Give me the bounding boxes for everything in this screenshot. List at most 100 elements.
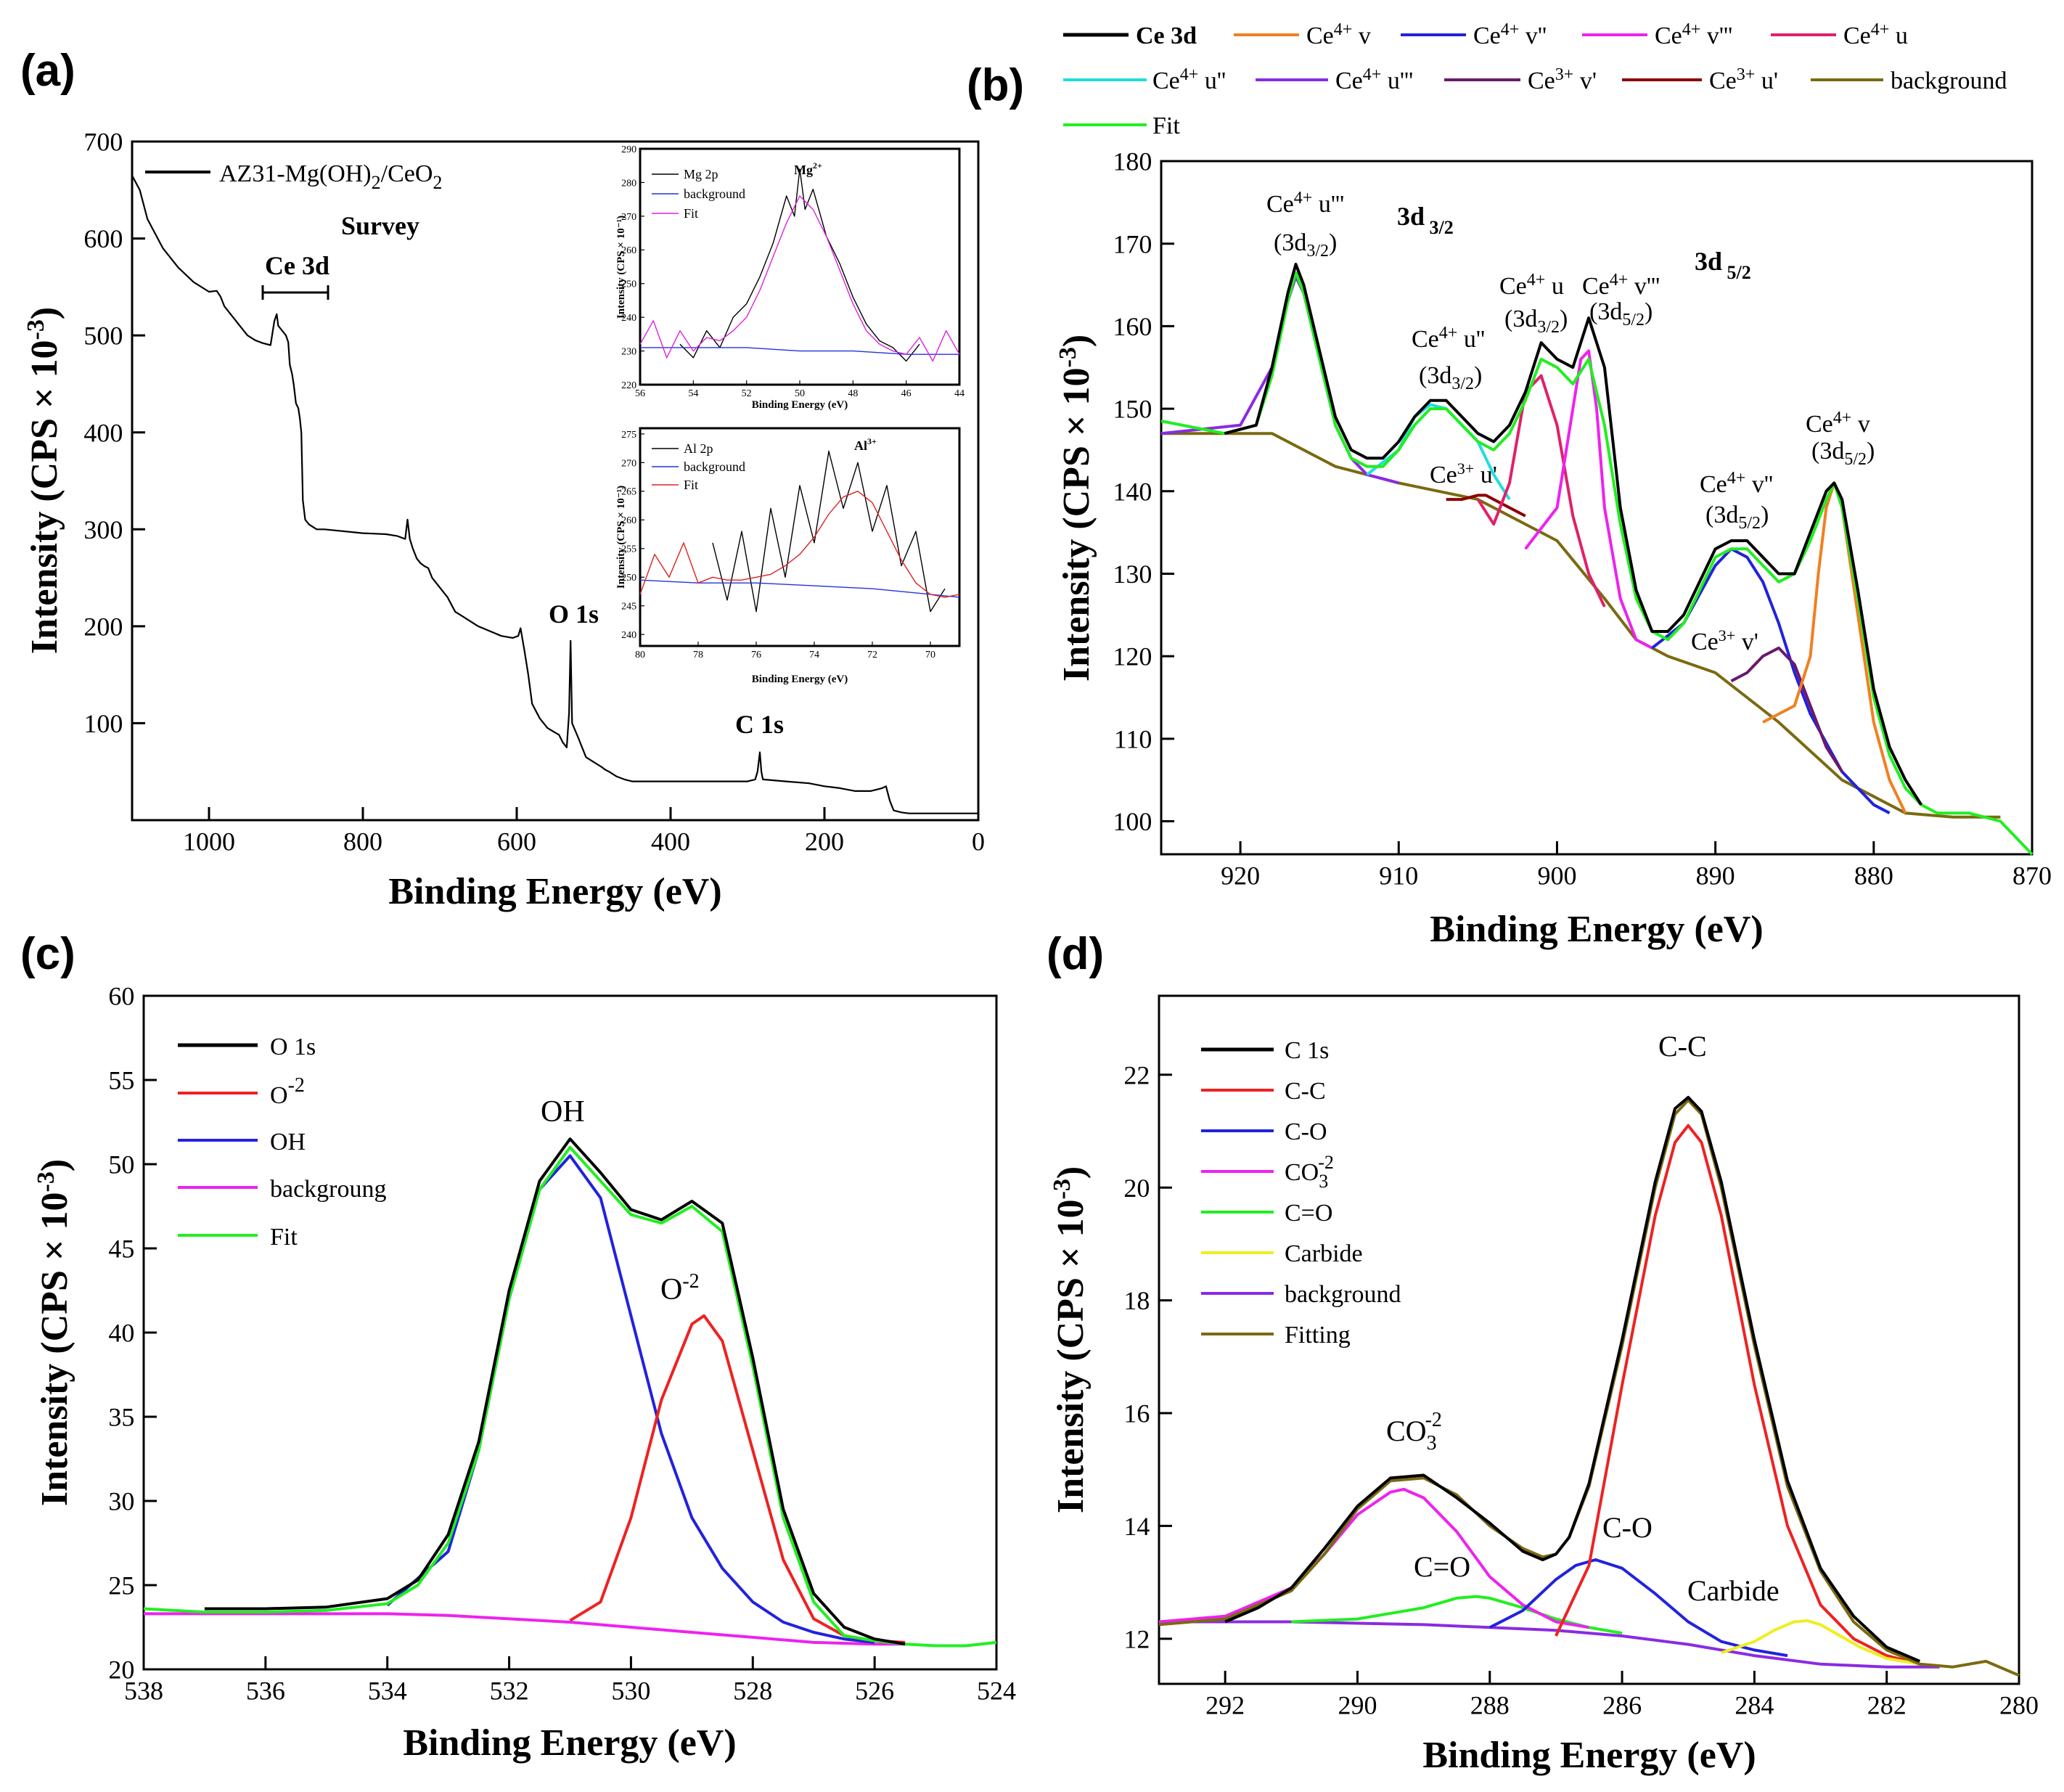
panel-a-ce3d-label: Ce 3d (265, 251, 329, 280)
panel-b-x-ticks: 920 910 900 890 880 870 (1221, 841, 2052, 890)
inset-mg-series (639, 168, 960, 362)
x-tick-label: 910 (1379, 861, 1418, 890)
panel-a-inset-al2p: 80 78 76 74 72 70 240 245 250 255 260 265 270 275 Bi… (615, 427, 961, 685)
x-tick-label: 536 (246, 1676, 285, 1705)
x-tick-label: 290 (1338, 1690, 1377, 1719)
panel-a-frame (131, 140, 980, 822)
d-legend-1: C 1s (1285, 1037, 1329, 1064)
inset-al-frame (639, 427, 961, 647)
d-ann-ceo: C=O (1414, 1550, 1470, 1583)
c-legend-5: Fit (270, 1224, 298, 1251)
c-ann-oh: OH (541, 1095, 585, 1129)
x-tick-label: 76 (751, 650, 761, 660)
b-legend-u: Ce4+ u (1843, 20, 1908, 49)
panel-b: (b) Ce 3d Ce4+ v Ce4+ v'' Ce4+ v''' Ce4+… (967, 20, 2052, 950)
panel-c-label: (c) (20, 929, 75, 979)
x-tick-label: 70 (925, 650, 935, 660)
y-tick-label: 35 (108, 1403, 134, 1432)
c-legend-4: backgroung (270, 1176, 387, 1203)
x-tick-label: 80 (635, 650, 645, 660)
y-tick-label: 100 (1113, 807, 1152, 836)
y-tick-label: 260 (621, 245, 636, 256)
series-line-ce4-v (1762, 481, 1907, 814)
d-legend-4: CO3-2 (1285, 1152, 1334, 1192)
b-legend-u2: Ce4+ u'' (1152, 65, 1226, 94)
x-tick-label: 56 (635, 388, 645, 399)
panel-c-y-ticks: 20 25 30 35 40 45 50 55 60 (108, 982, 157, 1685)
series-line-co3-2 (1158, 1487, 1589, 1629)
inset-mg-legend-2: background (684, 187, 745, 201)
panel-a-legend-label: AZ31-Mg(OH)2/CeO2 (219, 160, 442, 193)
panel-a-y-ticks: 100 200 300 400 500 600 700 (83, 128, 145, 738)
inset-al-annotation: Al3+ (854, 436, 877, 453)
series-line-ce4-u- (1160, 275, 1399, 485)
panel-b-y-axis-title: Intensity (CPS × 10-3) (1054, 335, 1097, 682)
x-tick-label: 920 (1221, 861, 1260, 890)
series-line-ce3-v- (1730, 646, 1843, 773)
y-tick-label: 270 (621, 458, 636, 469)
y-tick-label: 20 (1123, 1174, 1150, 1203)
b-ann-u-orbital: (3d3/2) (1504, 306, 1568, 337)
c-legend-3: OH (270, 1129, 306, 1155)
panel-c: (c) 538 536 534 532 530 528 526 524 20 25 30 35 40 4… (20, 929, 1016, 1764)
series-line-fit (143, 1145, 997, 1648)
panel-b-frame (1160, 160, 2034, 856)
b-ann-v3-orbital: (3d5/2) (1589, 298, 1653, 330)
panel-b-series (1160, 263, 2034, 856)
panel-d-y-ticks: 12 14 16 18 20 22 (1123, 1060, 1172, 1653)
series-line-al-2p (712, 450, 946, 613)
b-legend-ce3d: Ce 3d (1136, 22, 1197, 49)
d-ann-carbide: Carbide (1687, 1574, 1780, 1607)
x-tick-label: 890 (1696, 861, 1735, 890)
b-ann-v2-orbital: (3d5/2) (1705, 502, 1769, 533)
series-line-o-1s (204, 1137, 906, 1646)
panel-a-x-ticks: 1000 800 600 400 200 0 (183, 807, 985, 856)
x-tick-label: 200 (805, 827, 844, 856)
x-tick-label: 288 (1470, 1690, 1510, 1719)
x-tick-label: 282 (1867, 1690, 1907, 1719)
panel-b-legend: Ce 3d Ce4+ v Ce4+ v'' Ce4+ v''' Ce4+ u C… (1063, 20, 2007, 139)
y-tick-label: 16 (1123, 1399, 1150, 1428)
b-legend-v3: Ce4+ v''' (1655, 20, 1732, 49)
y-tick-label: 110 (1114, 724, 1152, 753)
panel-c-y-axis-title: Intensity (CPS × 10-3) (33, 1159, 75, 1506)
panel-c-x-axis-title: Binding Energy (eV) (403, 1722, 736, 1764)
panel-a-x-axis-title: Binding Energy (eV) (388, 871, 721, 912)
x-tick-label: 538 (124, 1676, 163, 1705)
d-ann-cc: C-C (1658, 1030, 1707, 1063)
b-ann-v2: Ce4+ v'' (1700, 469, 1773, 498)
inset-al-y-axis-title: Intensity (CPS × 10⁻¹) (615, 486, 627, 589)
y-tick-label: 290 (621, 144, 636, 155)
panel-b-label: (b) (967, 60, 1024, 110)
panel-a-inset-mg2p: 56 54 52 50 48 46 44 220230240250260270280290 … (615, 144, 965, 411)
x-tick-label: 50 (795, 388, 805, 399)
c-legend-1: O 1s (270, 1034, 316, 1060)
series-line-ce4-u (1476, 374, 1606, 607)
b-ann-3d52: 3d 5/2 (1695, 247, 1751, 283)
y-tick-label: 500 (83, 322, 123, 351)
series-line-background (1161, 432, 2001, 819)
y-tick-label: 600 (83, 224, 123, 253)
y-tick-label: 265 (621, 487, 636, 498)
inset-al-legend-2: background (684, 459, 745, 474)
x-tick-label: 800 (343, 827, 382, 856)
x-tick-label: 54 (688, 388, 698, 399)
inset-al-x-ticks: 80 78 76 74 72 70 (635, 642, 935, 660)
inset-al-legend-1: Al 2p (684, 441, 713, 456)
y-tick-label: 260 (621, 515, 636, 526)
c-ann-o2: O-2 (660, 1270, 700, 1306)
x-tick-label: 532 (490, 1676, 529, 1705)
x-tick-label: 52 (742, 388, 752, 399)
b-ann-u3: Ce4+ u''' (1266, 189, 1344, 218)
inset-mg-annotation: Mg2+ (794, 160, 822, 177)
series-line-carbide (1721, 1619, 1920, 1666)
y-tick-label: 400 (83, 418, 123, 447)
panel-a-o1s-label: O 1s (549, 600, 599, 629)
inset-mg-x-axis-title: Binding Energy (eV) (752, 399, 848, 411)
panel-d: (d) 292 290 288 286 284 282 280 12 14 16 18 20 22 B… (1047, 929, 2039, 1776)
y-tick-label: 45 (108, 1235, 134, 1264)
d-ann-co3: CO3-2 (1386, 1409, 1442, 1455)
panel-b-x-axis-title: Binding Energy (eV) (1430, 909, 1763, 950)
y-tick-label: 55 (108, 1066, 134, 1095)
